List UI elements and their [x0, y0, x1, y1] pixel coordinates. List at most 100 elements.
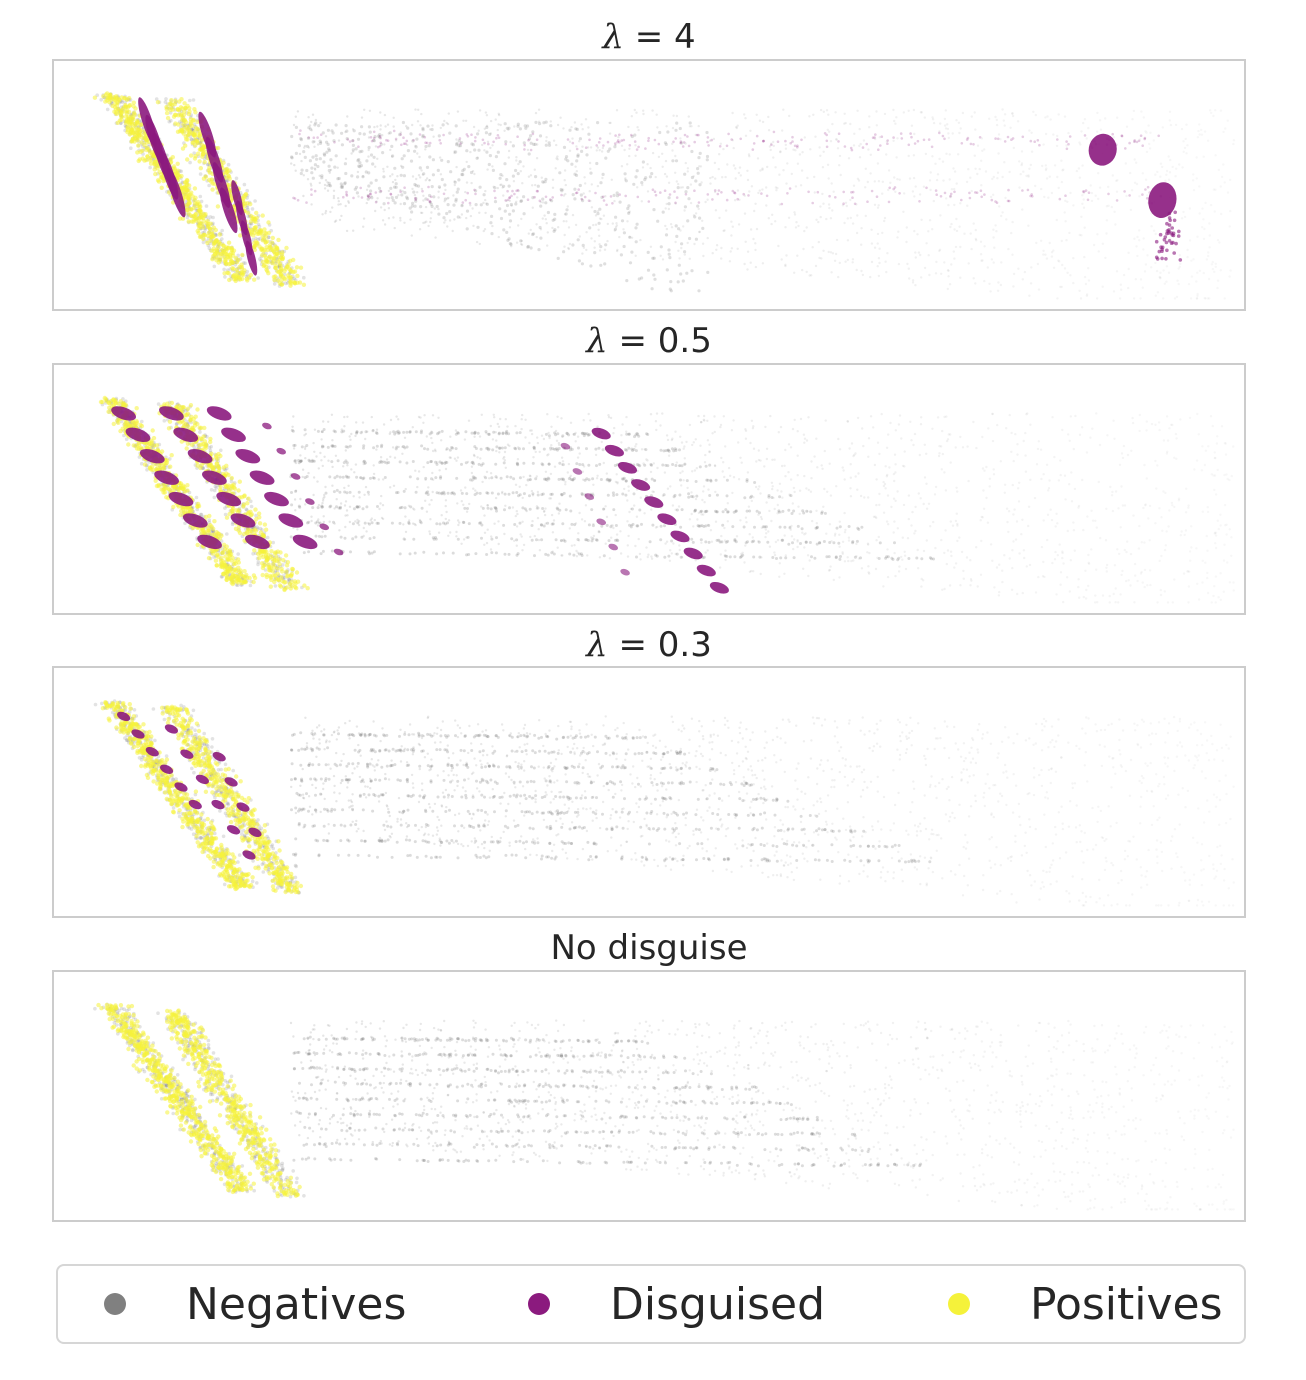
negative-point — [997, 133, 1001, 136]
negative-point — [1083, 255, 1086, 259]
negative-point — [383, 143, 386, 146]
negative-point — [1082, 121, 1085, 125]
negative-point — [242, 182, 247, 187]
negative-point — [983, 469, 986, 472]
disguised-point — [907, 143, 911, 147]
negative-point — [1171, 601, 1175, 604]
negative-point — [829, 251, 833, 254]
negative-point — [513, 125, 516, 128]
negative-point — [693, 215, 697, 219]
negative-point — [609, 121, 612, 125]
negative-point — [1087, 553, 1090, 557]
negative-point — [678, 257, 681, 260]
negative-point — [938, 157, 941, 161]
positive-point — [264, 267, 269, 272]
negative-point — [515, 241, 519, 244]
negative-point — [766, 165, 769, 169]
negative-point — [685, 271, 689, 275]
negative-point — [300, 159, 303, 163]
positive-point — [212, 252, 217, 257]
negative-point — [388, 131, 392, 135]
negative-point — [414, 145, 418, 149]
negative-point — [529, 228, 532, 232]
negative-point — [590, 183, 593, 186]
negative-point — [391, 173, 394, 176]
negative-point — [392, 216, 395, 219]
panel-title-4: No disguise — [52, 928, 1246, 968]
negative-point — [654, 420, 658, 423]
negative-point — [909, 420, 912, 423]
negative-point — [855, 231, 859, 235]
negative-point — [758, 189, 761, 192]
disguised-point — [402, 136, 405, 139]
negative-point — [314, 118, 318, 122]
negative-point — [743, 194, 746, 197]
disguised-point — [316, 136, 319, 139]
positive-point — [134, 120, 139, 125]
negative-point — [823, 449, 826, 453]
negative-point — [619, 253, 624, 257]
negative-point — [414, 108, 417, 111]
positive-point — [286, 273, 291, 278]
negative-point — [688, 423, 692, 427]
disguised-point — [392, 129, 396, 133]
negative-point — [1123, 548, 1127, 552]
negative-point — [516, 512, 519, 516]
negative-point — [1182, 572, 1186, 575]
disguised-point — [969, 142, 973, 146]
negative-point — [503, 162, 507, 166]
negative-point — [332, 189, 336, 192]
negative-point — [385, 196, 389, 199]
disguised-point — [842, 190, 845, 194]
negative-point — [524, 436, 527, 439]
negative-point — [564, 483, 567, 486]
negative-point — [761, 168, 764, 171]
negative-point — [294, 115, 297, 118]
negative-point — [499, 123, 502, 127]
negative-point — [379, 456, 383, 459]
disguised-point — [531, 132, 535, 136]
disguised-point — [310, 193, 313, 196]
negative-point — [916, 548, 919, 552]
negative-point — [374, 209, 377, 213]
disguised-point — [1177, 229, 1181, 234]
negative-point — [613, 199, 616, 203]
negative-point — [940, 468, 943, 471]
negative-point — [962, 577, 965, 580]
negative-point — [682, 447, 685, 450]
negative-point — [489, 146, 492, 150]
negative-point — [1075, 169, 1079, 173]
negative-point — [491, 165, 494, 168]
negative-point — [665, 202, 668, 206]
negative-point — [1223, 442, 1227, 445]
negative-point — [868, 551, 871, 555]
disguised-point — [367, 194, 370, 198]
negative-point — [527, 175, 531, 178]
negative-point — [787, 471, 790, 474]
negative-point — [878, 261, 881, 265]
negative-point — [303, 155, 307, 159]
negative-point — [729, 474, 732, 477]
disguised-point — [811, 201, 814, 205]
disguised-point — [736, 197, 739, 201]
negative-point — [372, 472, 376, 476]
negative-point — [942, 179, 945, 182]
negative-point — [300, 168, 304, 172]
negative-point — [1171, 165, 1174, 169]
negative-point — [1202, 155, 1205, 158]
disguised-point — [580, 198, 584, 201]
negative-point — [556, 546, 559, 549]
negative-point — [1208, 246, 1211, 249]
disguised-point — [751, 148, 755, 151]
negative-point — [397, 418, 400, 421]
negative-point — [635, 111, 638, 114]
negative-point — [860, 227, 863, 230]
positive-point — [108, 92, 113, 97]
negative-point — [557, 226, 560, 229]
negative-point — [415, 177, 418, 181]
negative-point — [665, 434, 669, 437]
negative-point — [520, 427, 523, 431]
negative-point — [1079, 297, 1083, 300]
negative-point — [1155, 487, 1158, 490]
negative-point — [984, 170, 988, 173]
